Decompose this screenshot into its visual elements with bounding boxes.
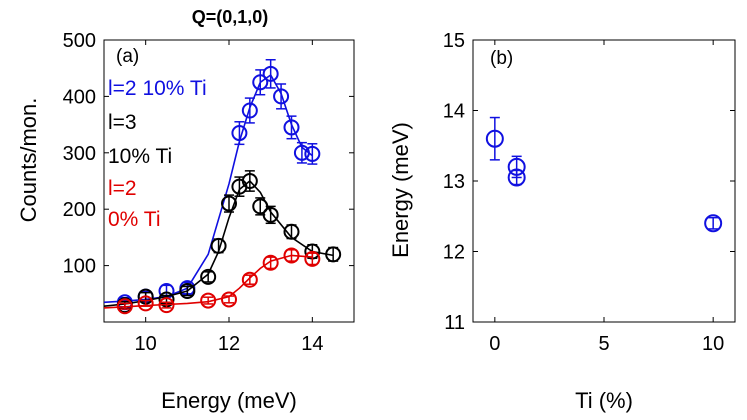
legend-entry-10ti: 10% Ti [108,145,172,168]
axes-a: 10 12 14 100 200 300 400 500 [63,30,354,355]
x-tick-label: 0 [489,333,500,355]
y-tick-label: 200 [63,199,96,221]
point-marker [241,102,258,119]
point-marker [137,295,154,312]
data-point [325,246,342,263]
data-point [241,271,258,288]
y-tick-label: 12 [443,242,465,264]
point-marker [200,268,217,285]
data-point [304,250,321,267]
y-tick-label: 14 [443,101,465,123]
data-point [200,292,217,309]
data-point [507,155,526,179]
y-tick-label: 400 [63,86,96,108]
legend-entry-l2: l=2 [108,177,137,200]
x-tick-label: 12 [218,333,240,355]
data-point [262,254,279,271]
x-tick-label: 10 [702,333,724,355]
point-marker [283,119,300,136]
x-axis-label-a: Energy (meV) [161,388,297,413]
panel-label-a: (a) [116,46,139,67]
data-point [262,205,279,225]
data-point [241,170,258,192]
plot-frame-b [472,39,736,323]
y-tick-label: 11 [444,312,465,334]
panel-a: Q=(0,1,0) 10 12 14 100 200 300 400 500 (a) l=2 … [16,7,355,413]
point-marker [485,129,504,148]
data-point [158,297,175,314]
point-marker [262,254,279,271]
panel-b: 0 5 10 11 12 13 14 15 (b) Ti (%) Energy (meV) [388,30,736,413]
point-marker [325,246,342,263]
point-marker [200,292,217,309]
point-marker [252,74,269,91]
y-tick-label: 13 [443,171,465,193]
y-tick-label: 15 [443,30,465,52]
point-marker [273,88,290,105]
data-point [221,291,237,308]
point-marker [116,298,133,315]
data-point [221,194,237,213]
data-point [283,223,300,240]
legend-entry-l2-10ti: l=2 10% Ti [108,77,207,100]
data-point [283,115,300,140]
point-marker [293,144,310,161]
series-b [485,116,723,233]
data-point [252,69,269,96]
point-marker [304,145,321,162]
data-point [273,83,290,110]
legend-a: l=2 10% Ti l=3 10% Ti l=2 0% Ti [108,77,207,231]
data-point [293,141,310,164]
point-marker [304,250,321,267]
x-tick-label: 5 [598,333,609,355]
chart-title: Q=(0,1,0) [192,7,269,27]
point-marker [283,247,300,264]
point-marker [241,271,258,288]
data-point [137,295,154,312]
legend-entry-l3: l=3 [108,111,137,134]
axes-b: 0 5 10 11 12 13 14 15 [443,30,735,355]
y-axis-label-b: Energy (meV) [388,122,413,258]
series-a [103,58,342,315]
data-point [210,237,227,254]
point-marker [507,157,526,176]
point-marker [262,206,279,223]
data-point [179,282,196,299]
point-marker [158,297,175,314]
data-point [485,116,504,161]
data-point [231,121,248,146]
point-marker [221,195,237,212]
point-marker [231,125,248,142]
point-marker [704,214,723,233]
y-tick-label: 100 [63,256,96,278]
y-tick-label: 500 [63,30,96,52]
data-point [304,143,321,165]
point-marker [210,237,227,254]
data-point [200,268,217,285]
x-axis-label-b: Ti (%) [575,388,633,413]
point-marker [179,282,196,299]
data-point [283,247,300,264]
data-point [116,298,133,315]
point-marker [262,65,279,82]
x-tick-label: 14 [301,333,323,355]
panel-label-b: (b) [490,48,513,69]
point-marker [221,291,237,308]
data-point [704,214,723,233]
x-tick-label: 10 [135,333,157,355]
data-point [262,58,279,89]
y-axis-label-a: Counts/mon. [16,98,41,223]
point-marker [283,223,300,240]
data-point [241,97,258,124]
legend-entry-0ti: 0% Ti [108,208,161,231]
y-tick-label: 300 [63,143,96,165]
point-marker [241,173,258,189]
